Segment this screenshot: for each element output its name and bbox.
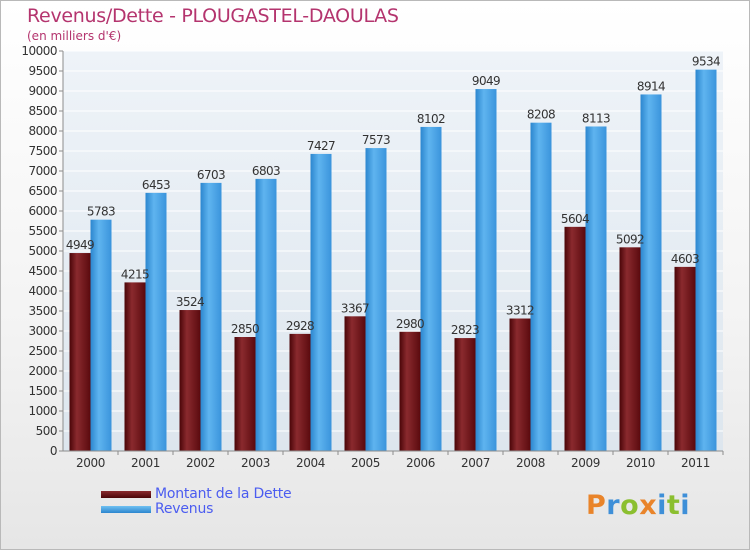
- x-tick-label-2007: 2007: [461, 456, 490, 470]
- bar-revenus-2007: [475, 89, 497, 451]
- bar-revenus-2011: [695, 69, 717, 451]
- x-tick-label-2010: 2010: [626, 456, 655, 470]
- y-tick-label: 8000: [28, 124, 57, 138]
- debt-value-label-2011: 4603: [671, 252, 699, 266]
- y-tick-label: 10000: [21, 44, 57, 58]
- x-tick-label-2009: 2009: [571, 456, 600, 470]
- y-tick-label: 0: [50, 444, 57, 458]
- y-tick-label: 500: [36, 424, 57, 438]
- legend-swatch-revenus: [101, 505, 151, 513]
- bar-dette-2005: [344, 316, 366, 451]
- y-tick-label: 8500: [28, 104, 57, 118]
- revenus-value-label-2005: 7573: [362, 133, 390, 147]
- revenus-value-label-2002: 6703: [197, 168, 225, 182]
- bar-dette-2007: [454, 338, 476, 451]
- logo-letter: i: [680, 490, 691, 521]
- revenus-value-label-2011: 9534: [692, 55, 720, 69]
- chart-subtitle: (en milliers d'€): [27, 29, 122, 43]
- x-tick-label-2001: 2001: [131, 456, 160, 470]
- y-tick-label: 7500: [28, 144, 57, 158]
- revenus-value-label-2007: 9049: [472, 74, 500, 88]
- y-tick-label: 9500: [28, 64, 57, 78]
- legend-item-revenus: Revenus: [101, 501, 214, 517]
- bar-revenus-2002: [200, 182, 222, 451]
- x-tick-label-2002: 2002: [186, 456, 215, 470]
- debt-value-label-2002: 3524: [176, 295, 204, 309]
- debt-value-label-2006: 2980: [396, 317, 424, 331]
- bar-revenus-2001: [145, 192, 167, 451]
- bar-dette-2006: [399, 331, 421, 451]
- x-tick-label-2003: 2003: [241, 456, 270, 470]
- y-tick-label: 1500: [28, 384, 57, 398]
- revenus-value-label-2010: 8914: [637, 79, 665, 93]
- y-tick-label: 9000: [28, 84, 57, 98]
- bar-dette-2010: [619, 247, 641, 451]
- revenus-value-label-2003: 6803: [252, 164, 280, 178]
- debt-value-label-2010: 5092: [616, 232, 644, 246]
- legend-label-debt: Montant de la Dette: [155, 486, 292, 502]
- debt-value-label-2007: 2823: [451, 323, 479, 337]
- y-tick-label: 3500: [28, 304, 57, 318]
- x-tick-label-2011: 2011: [681, 456, 710, 470]
- debt-value-label-2005: 3367: [341, 301, 369, 315]
- x-tick-label-2000: 2000: [76, 456, 105, 470]
- bar-dette-2002: [179, 310, 201, 451]
- y-tick-label: 5000: [28, 244, 57, 258]
- revenus-value-label-2008: 8208: [527, 108, 555, 122]
- bar-revenus-2000: [90, 219, 112, 451]
- bar-dette-2004: [289, 333, 311, 451]
- logo-letter: P: [586, 490, 607, 521]
- y-tick-label: 6000: [28, 204, 57, 218]
- bar-revenus-2010: [640, 94, 662, 451]
- legend-item-debt: Montant de la Dette: [101, 486, 292, 502]
- debt-value-label-2008: 3312: [506, 304, 534, 318]
- y-tick-label: 4500: [28, 264, 57, 278]
- y-tick-label: 1000: [28, 404, 57, 418]
- logo-letter: i: [657, 490, 667, 521]
- logo-letter: x: [639, 490, 658, 521]
- bar-revenus-2008: [530, 122, 552, 452]
- y-tick-label: 4000: [28, 284, 57, 298]
- bar-dette-2008: [509, 318, 531, 451]
- y-tick-label: 6500: [28, 184, 57, 198]
- revenus-value-label-2001: 6453: [142, 178, 170, 192]
- x-tick-label-2006: 2006: [406, 456, 435, 470]
- debt-value-label-2003: 2850: [231, 322, 259, 336]
- legend-label-revenus: Revenus: [155, 501, 214, 517]
- x-tick-label-2004: 2004: [296, 456, 325, 470]
- legend-swatch-debt: [101, 490, 151, 498]
- y-tick-label: 2500: [28, 344, 57, 358]
- bar-revenus-2005: [365, 148, 387, 451]
- bar-dette-2009: [564, 226, 586, 451]
- revenus-value-label-2009: 8113: [582, 111, 610, 125]
- bar-revenus-2004: [310, 153, 332, 452]
- logo-letter: o: [620, 490, 640, 521]
- proxiti-logo: Proxiti: [586, 490, 690, 521]
- bar-dette-2000: [69, 253, 91, 451]
- logo-letter: r: [606, 490, 621, 521]
- y-tick-label: 2000: [28, 364, 57, 378]
- y-tick-label: 3000: [28, 324, 57, 338]
- revenus-value-label-2000: 5783: [87, 205, 115, 219]
- debt-value-label-2000: 4949: [66, 238, 94, 252]
- bar-dette-2001: [124, 282, 146, 451]
- revenus-value-label-2006: 8102: [417, 112, 445, 126]
- revenus-value-label-2004: 7427: [307, 139, 335, 153]
- y-tick-label: 7000: [28, 164, 57, 178]
- bar-dette-2003: [234, 337, 256, 451]
- y-tick-label: 5500: [28, 224, 57, 238]
- debt-value-label-2004: 2928: [286, 319, 314, 333]
- x-tick-label-2008: 2008: [516, 456, 545, 470]
- bar-revenus-2006: [420, 126, 442, 452]
- bar-revenus-2003: [255, 178, 277, 451]
- chart-title: Revenus/Dette - PLOUGASTEL-DAOULAS: [27, 5, 399, 27]
- debt-value-label-2001: 4215: [121, 267, 149, 281]
- bar-dette-2011: [674, 266, 696, 451]
- logo-letter: t: [666, 490, 681, 521]
- debt-value-label-2009: 5604: [561, 212, 589, 226]
- bar-revenus-2009: [585, 126, 607, 451]
- x-tick-label-2005: 2005: [351, 456, 380, 470]
